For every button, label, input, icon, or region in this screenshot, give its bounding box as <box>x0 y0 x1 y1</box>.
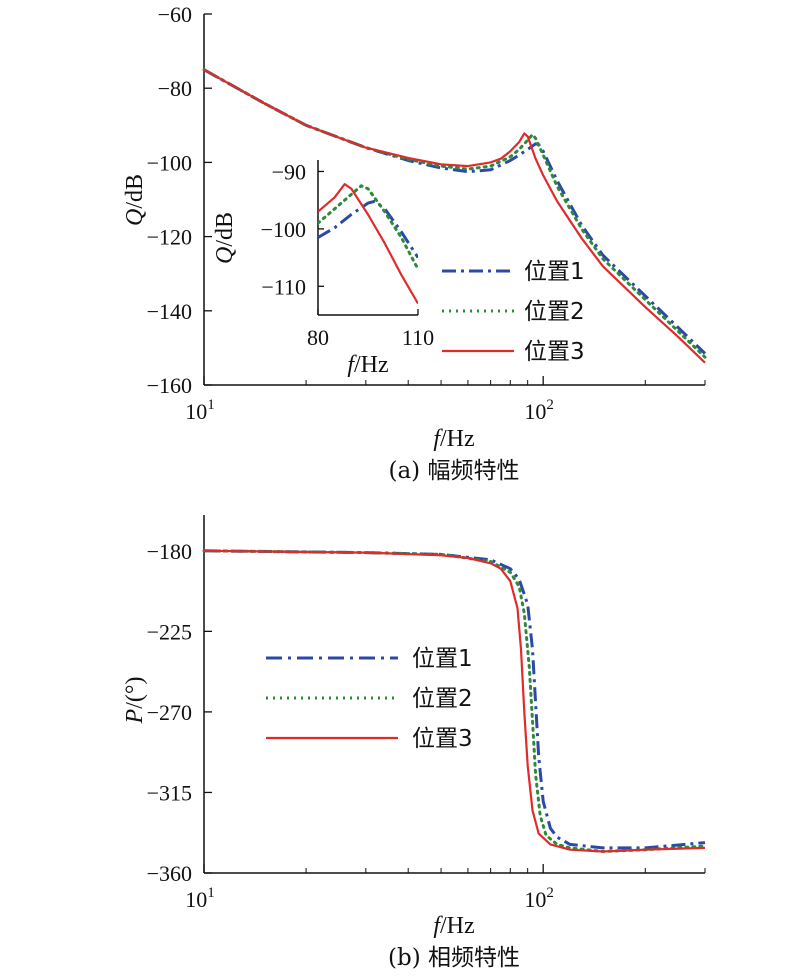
caption-b: (b) 相频特性 <box>388 945 520 971</box>
inset-series-group <box>318 183 418 305</box>
legend-a-label-2: 位置2 <box>524 299 585 325</box>
b-series-2 <box>202 549 707 853</box>
legend-b-label-1: 位置1 <box>412 646 473 672</box>
b-xtick-label: 102 <box>524 885 554 912</box>
inset-ytick-label: −100 <box>261 217 306 242</box>
y-ticks-b: −180 −225 −270 −315 −360 <box>147 539 212 886</box>
inset-y-label: Q/dB <box>212 212 238 264</box>
inset-series-2 <box>318 184 418 271</box>
a-ytick-label: −80 <box>158 76 192 101</box>
inset-y-ticks: −90 −100 −110 <box>261 159 324 299</box>
y-ticks-a: −60 −80 −100 −120 −140 −160 <box>147 2 212 398</box>
magnitude-chart: −60−80−100−120−140−160 101 102 Q/dB f/Hz … <box>122 2 707 484</box>
inset-series-1 <box>318 199 418 259</box>
b-ytick-label: −270 <box>147 700 192 725</box>
a-series-3 <box>203 68 706 364</box>
inset-xtick-label: 80 <box>307 325 329 350</box>
series-group-b <box>202 549 707 853</box>
legend-a-label-1: 位置1 <box>524 259 585 285</box>
x-ticks-a: 101 102 <box>185 376 706 424</box>
b-ytick-label: −225 <box>147 619 192 644</box>
inset-series-3 <box>318 183 418 305</box>
legend-a-label-3: 位置3 <box>524 339 585 365</box>
b-ytick-label: −360 <box>147 861 192 886</box>
inset-xtick-label: 110 <box>402 325 434 350</box>
a-ytick-label: −120 <box>147 225 192 250</box>
a-xtick-label: 101 <box>185 397 215 424</box>
b-ytick-label: −180 <box>147 539 192 564</box>
inset-ytick-label: −90 <box>272 159 306 184</box>
a-ytick-label: −160 <box>147 373 192 398</box>
a-ytick-label: −140 <box>147 299 192 324</box>
a-ytick-label: −60 <box>158 2 192 27</box>
inset-chart: −90 −100 −110 80 110 Q/dB f/Hz <box>212 159 434 378</box>
b-xtick-label: 101 <box>185 885 215 912</box>
y-axis-label-b: P/(°) <box>122 677 148 725</box>
a-xtick-label: 102 <box>524 397 554 424</box>
b-series-3 <box>203 549 706 853</box>
legend-b-label-3: 位置3 <box>412 726 473 752</box>
legend-b-label-2: 位置2 <box>412 686 473 712</box>
y-axis-label-a: Q/dB <box>122 174 148 226</box>
a-series-2 <box>202 68 707 359</box>
inset-x-ticks: 80 110 <box>307 309 434 350</box>
inset-ytick-label: −110 <box>261 274 306 299</box>
a-ytick-label: −100 <box>147 150 192 175</box>
a-series-1 <box>203 68 707 355</box>
phase-chart: −180 −225 −270 −315 −360 101 102 P/(°) f/Hz (… <box>122 515 707 971</box>
series-group-a <box>202 68 707 364</box>
legend-b: 位置1 位置2 位置3 <box>266 646 473 752</box>
x-axis-label-a: f/Hz <box>433 426 474 452</box>
legend-a: 位置1 位置2 位置3 <box>442 259 585 365</box>
x-axis-label-b: f/Hz <box>433 913 474 939</box>
b-ytick-label: −315 <box>147 780 192 805</box>
x-ticks-b: 101 102 <box>185 864 706 912</box>
caption-a: (a) 幅频特性 <box>389 458 520 484</box>
b-series-1 <box>203 549 706 850</box>
inset-x-label: f/Hz <box>347 352 388 378</box>
